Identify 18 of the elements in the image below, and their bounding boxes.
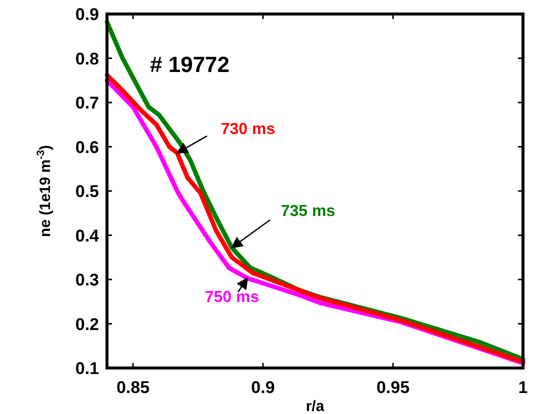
y-tick-label: 0.2 [75,314,99,334]
annotation: # 19772 [150,52,230,77]
y-tick-label: 0.7 [75,94,99,112]
x-tick-label: 0.9 [251,378,275,397]
y-tick-label: 0.3 [75,270,99,290]
y-tick-label: 0.8 [75,49,99,68]
text: 730 ms [220,121,276,138]
series-label: 750 ms [204,289,260,306]
y-tick-label: 0.6 [75,138,99,157]
x-axis-title: r/a [306,398,325,414]
x-tick-label: 0.85 [116,378,150,397]
y-tick-label: 0.1 [75,359,99,378]
y-tick-label: 0.4 [75,226,100,246]
x-tick-label: 1 [518,378,528,397]
text: 735 ms [280,203,336,220]
x-tick-label: 0.95 [376,378,410,397]
y-tick-label: 0.5 [75,182,99,201]
y-tick-label: 0.9 [75,5,99,24]
